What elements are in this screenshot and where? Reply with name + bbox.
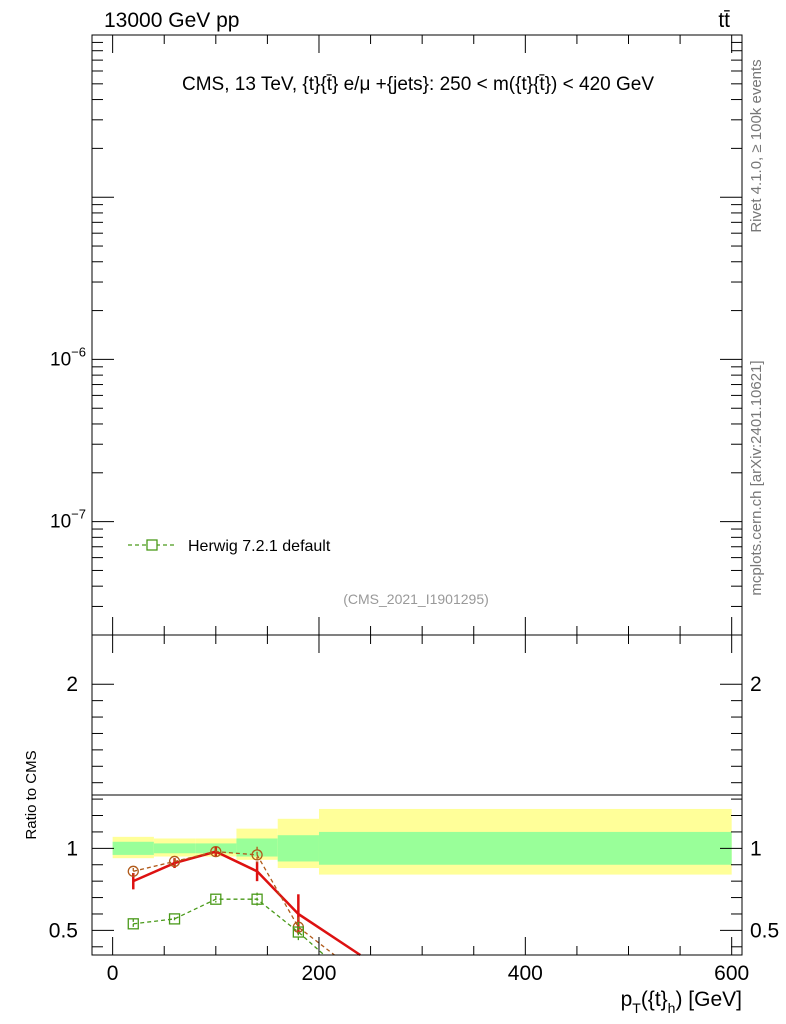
series-point: [251, 893, 263, 905]
series-point: [127, 918, 139, 930]
ratio-y-tick-label: 2: [66, 673, 78, 696]
ratio-series: [127, 845, 361, 957]
ratio-panel-frame: [91, 634, 743, 956]
legend-label-herwig: Herwig 7.2.1 default: [188, 538, 331, 555]
mcplots-label: mcplots.cern.ch [arXiv:2401.10621]: [748, 360, 765, 595]
legend: Herwig 7.2.1 default: [128, 538, 331, 555]
series-point: [210, 893, 222, 905]
legend-marker-herwig: [146, 539, 158, 551]
series-point: [168, 855, 181, 868]
rivet-version-label: Rivet 4.1.0, ≥ 100k events: [748, 59, 765, 232]
series-line-1: [133, 850, 335, 956]
main-title: CMS, 13 TeV, {t}{t̄} e/μ +{jets}: 250 < …: [182, 74, 654, 95]
ratio-y-ticks: 0.5 0.5 1 1 2 2: [49, 673, 779, 948]
series-point: [168, 913, 181, 925]
series-point: [210, 845, 222, 858]
header-right-label: tt̄: [718, 9, 730, 32]
analysis-tag: (CMS_2021_I1901295): [343, 591, 489, 607]
band-inner: [153, 843, 196, 854]
ratio-y-tick-label-right: 1: [750, 837, 762, 860]
main-panel: CMS, 13 TeV, {t}{t̄} e/μ +{jets}: 250 < …: [50, 34, 743, 636]
series-point: [292, 926, 304, 938]
series-line-0: [132, 850, 361, 957]
series-point: [127, 865, 139, 877]
ratio-y-tick-label-right: 2: [750, 673, 762, 696]
x-tick-label: 0: [107, 962, 119, 985]
main-y-tick-label: 10−7: [50, 507, 86, 533]
series-point: [251, 849, 263, 861]
band-inner: [277, 835, 319, 862]
ratio-y-tick-label: 1: [66, 837, 78, 860]
main-y-ticks: [92, 41, 742, 636]
main-y-tick-label: 10−6: [50, 344, 86, 370]
main-y-tick-labels: 10−6 10−7: [50, 344, 86, 532]
header-left-label: 13000 GeV pp: [104, 9, 239, 32]
uncertainty-bands: [112, 808, 732, 875]
x-tick-label: 200: [301, 962, 336, 985]
band-inner: [112, 841, 154, 855]
x-axis-label: pT({t}h) [GeV]: [621, 988, 742, 1016]
x-tick-label: 600: [714, 962, 749, 985]
x-axis-ticks: 0 200 400 600: [107, 35, 749, 985]
ratio-panel: 0.5 0.5 1 1 2 2 0 200 400 600 Ratio to CMS pT({t…: [23, 35, 779, 1016]
series-line-2: [133, 898, 325, 956]
band-inner: [318, 831, 732, 865]
ratio-y-tick-label: 0.5: [49, 919, 78, 942]
ratio-y-tick-label-right: 0.5: [750, 919, 779, 942]
x-tick-label: 400: [508, 962, 543, 985]
ratio-y-axis-label: Ratio to CMS: [23, 750, 40, 839]
